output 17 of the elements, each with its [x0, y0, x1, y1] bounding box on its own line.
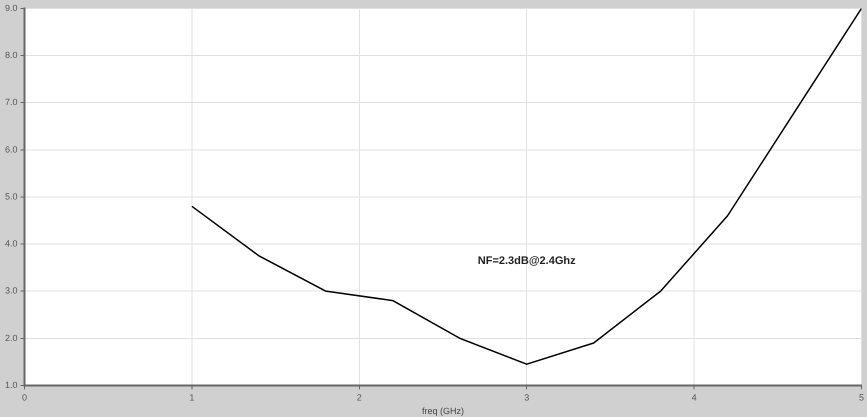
y-tick-label: 6.0	[4, 144, 18, 154]
x-tick-label: 4	[692, 392, 697, 402]
x-tick-label: 0	[22, 392, 28, 402]
annotation: NF=2.3dB@2.4Ghz	[478, 255, 576, 268]
y-tick-label: 7.0	[4, 97, 18, 108]
x-tick-label: 3	[524, 392, 530, 402]
y-tick-label: 3.0	[4, 286, 18, 296]
x-axis-title: freq (GHz)	[422, 406, 464, 416]
y-tick-label: 5.0	[4, 191, 18, 202]
y-tick-label: 4.0	[4, 238, 18, 249]
y-tick-label: 2.0	[4, 332, 18, 343]
x-tick-label: 2	[356, 392, 362, 402]
y-tick-label: 9.0	[4, 2, 18, 13]
x-tick-label: 1	[189, 392, 194, 402]
y-tick-label: 8.0	[4, 50, 18, 60]
y-tick-label: 1.0	[4, 380, 18, 390]
x-tick-label: 5	[858, 392, 864, 402]
